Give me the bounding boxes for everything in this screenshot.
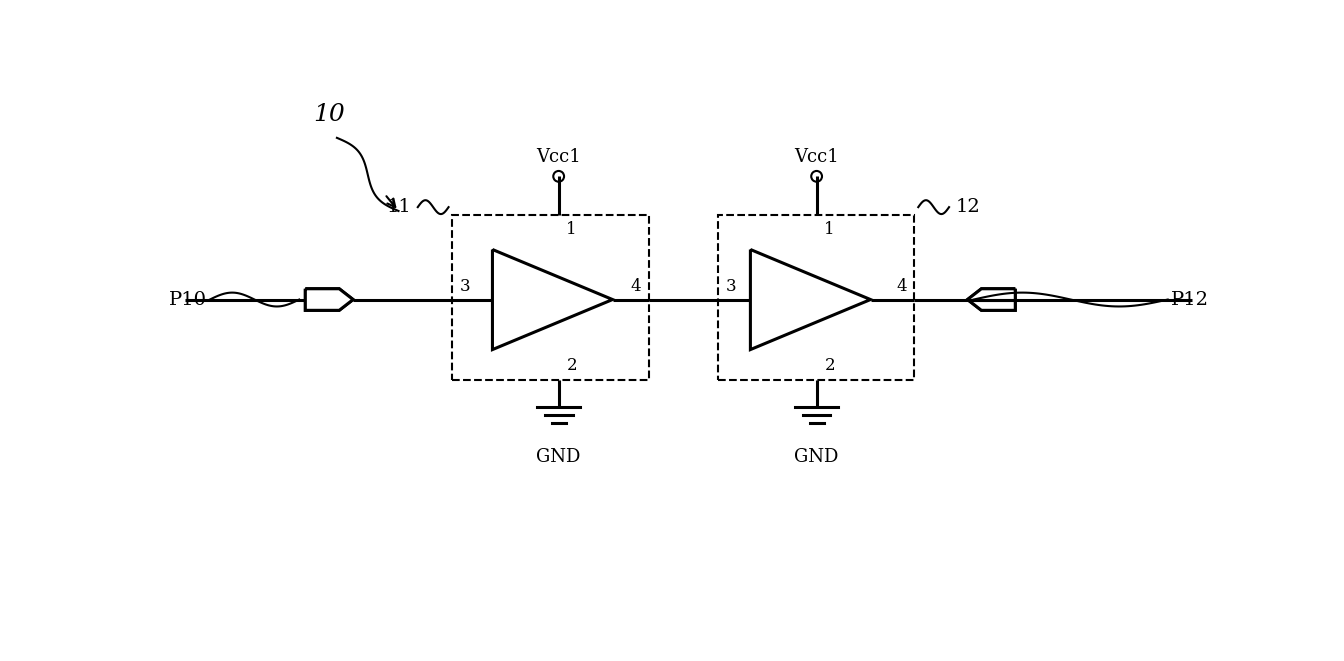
Text: 4: 4 [896,278,907,295]
Bar [718,215,914,380]
Text: 2: 2 [566,357,577,374]
Text: 10: 10 [313,103,345,126]
Polygon shape [968,289,1015,310]
Text: 3: 3 [460,278,470,295]
Text: 1: 1 [566,221,577,238]
Bar [453,215,649,380]
Text: GND: GND [536,448,581,466]
Text: Vcc1: Vcc1 [794,148,839,167]
Text: 12: 12 [956,198,980,216]
Text: 1: 1 [824,221,835,238]
Text: 4: 4 [630,278,641,295]
Polygon shape [305,289,353,310]
Text: P10: P10 [169,291,207,309]
Text: P12: P12 [1171,291,1208,309]
Text: 3: 3 [726,278,737,295]
Text: GND: GND [794,448,839,466]
Text: Vcc1: Vcc1 [536,148,581,167]
Text: 2: 2 [824,357,835,374]
Text: 11: 11 [387,198,411,216]
